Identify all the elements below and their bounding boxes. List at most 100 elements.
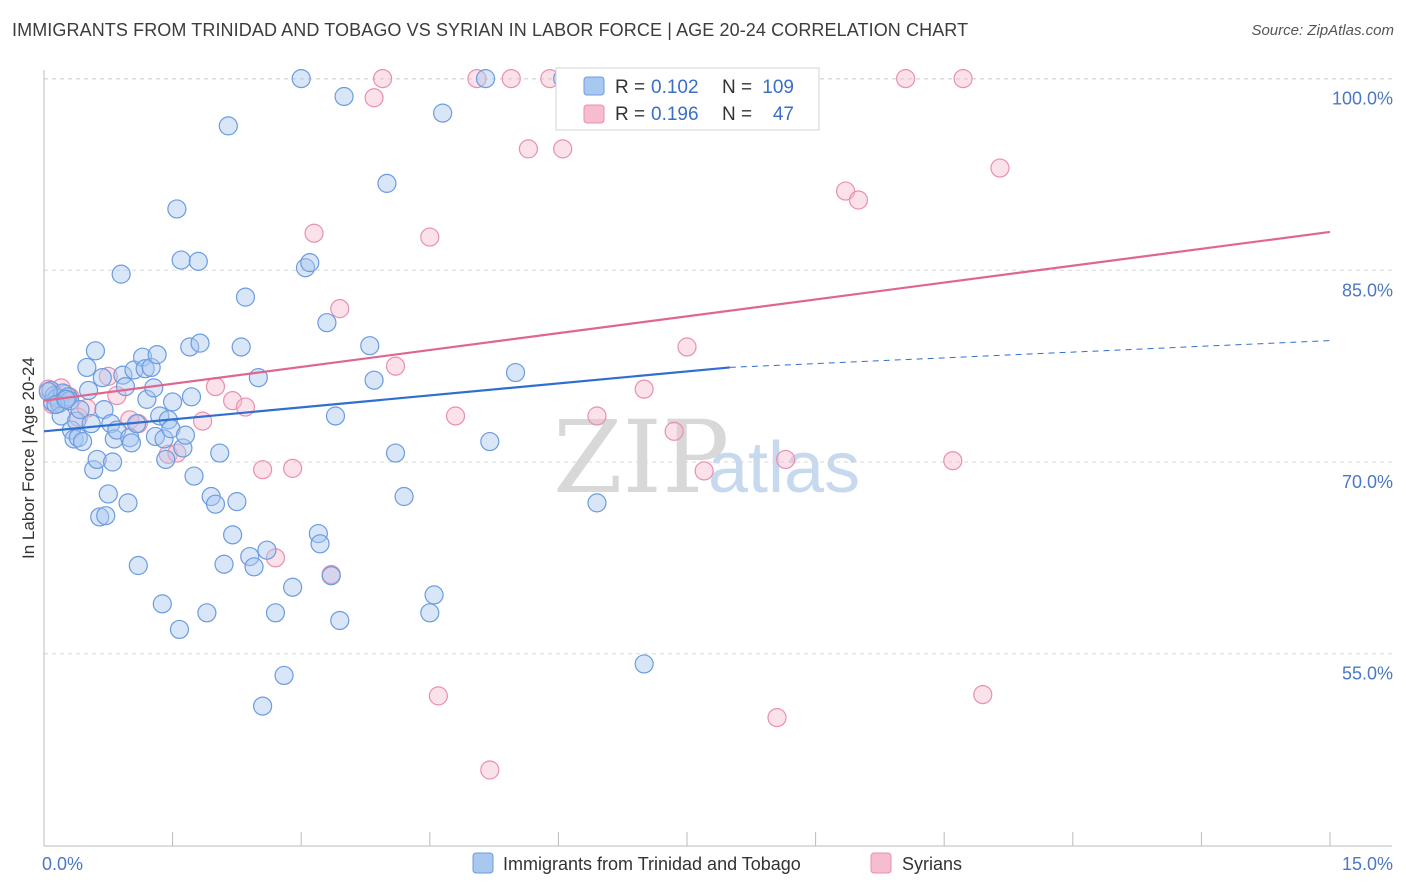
point-syrian-26 [420, 227, 440, 247]
legend-r-label-blue: R = [615, 77, 645, 98]
point-trinidad-87 [317, 313, 337, 333]
point-trinidad-58 [175, 425, 196, 445]
point-trinidad-39 [128, 555, 148, 576]
y-tick-label-0: 55.0% [1342, 664, 1393, 684]
y-tick-label-3: 100.0% [1332, 89, 1393, 109]
point-trinidad-67 [210, 443, 230, 463]
point-trinidad-77 [253, 696, 273, 716]
point-trinidad-79 [265, 603, 286, 623]
point-trinidad-84 [300, 253, 320, 273]
chart-source: Source: ZipAtlas.com [1251, 22, 1394, 39]
point-trinidad-21 [87, 449, 107, 470]
watermark: ZIP atlas [553, 399, 860, 516]
point-syrian-35 [587, 406, 607, 426]
point-trinidad-54 [167, 199, 187, 219]
x-tick-min: 0.0% [42, 854, 83, 874]
legend-n-value-blue: 109 [762, 77, 794, 98]
trend-line-trinidad [43, 366, 730, 433]
point-trinidad-86 [310, 534, 330, 554]
point-syrian-41 [767, 707, 787, 728]
bottom-legend: Immigrants from Trinidad and Tobago Syri… [472, 852, 962, 874]
trend-line-trinidad-extension [729, 340, 1331, 368]
point-trinidad-46 [147, 345, 167, 365]
point-trinidad-49 [154, 429, 174, 449]
point-syrian-20 [304, 223, 324, 243]
point-syrian-30 [480, 760, 500, 780]
point-trinidad-78 [257, 540, 277, 560]
point-trinidad-32 [113, 365, 133, 385]
point-trinidad-34 [118, 493, 138, 513]
trend-lines [43, 230, 1331, 433]
point-trinidad-16 [77, 357, 97, 378]
point-syrian-46 [943, 451, 963, 471]
point-syrian-37 [634, 379, 654, 399]
legend-r-value-blue: 0.102 [651, 77, 699, 98]
point-trinidad-91 [334, 86, 354, 107]
point-trinidad-95 [385, 443, 406, 463]
point-syrian-39 [677, 337, 697, 357]
point-syrian-27 [428, 686, 448, 706]
point-trinidad-75 [244, 557, 264, 577]
legend-r-value-pink: 0.196 [651, 104, 699, 125]
y-tick-label-2: 85.0% [1342, 280, 1393, 300]
point-trinidad-25 [96, 506, 116, 526]
point-trinidad-48 [152, 594, 172, 614]
point-syrian-44 [848, 190, 869, 210]
point-trinidad-94 [377, 173, 397, 193]
point-syrian-14 [205, 376, 226, 397]
point-trinidad-90 [330, 610, 350, 631]
point-syrian-49 [990, 158, 1010, 178]
chart-title: IMMIGRANTS FROM TRINIDAD AND TOBAGO VS S… [12, 20, 969, 40]
point-syrian-45 [896, 68, 916, 89]
point-trinidad-61 [184, 466, 204, 486]
point-trinidad-80 [274, 665, 294, 686]
point-trinidad-36 [121, 433, 142, 453]
point-trinidad-64 [197, 603, 217, 623]
point-trinidad-99 [433, 103, 453, 123]
point-syrian-19 [283, 458, 303, 478]
point-syrian-28 [445, 406, 466, 426]
point-trinidad-33 [115, 376, 136, 397]
data-points [38, 68, 1010, 780]
point-syrian-13 [193, 411, 213, 431]
point-trinidad-20 [85, 341, 106, 361]
point-trinidad-102 [505, 362, 526, 383]
bottom-legend-swatch-pink [870, 852, 892, 874]
y-tick-label-1: 70.0% [1342, 472, 1393, 492]
point-syrian-47 [973, 684, 993, 705]
y-axis-label: In Labor Force | Age 20-24 [19, 357, 38, 559]
bottom-legend-label-pink: Syrians [902, 854, 962, 874]
point-trinidad-28 [102, 452, 123, 472]
point-trinidad-55 [169, 619, 190, 640]
point-syrian-32 [518, 139, 538, 159]
point-trinidad-19 [84, 460, 104, 480]
legend-swatch-pink [583, 104, 605, 124]
point-syrian-22 [330, 299, 350, 319]
point-trinidad-81 [283, 577, 303, 597]
legend-r-label-pink: R = [615, 104, 645, 125]
point-trinidad-104 [587, 493, 607, 513]
point-syrian-38 [664, 421, 684, 441]
point-trinidad-88 [321, 566, 341, 586]
point-syrian-12 [167, 443, 187, 463]
point-trinidad-71 [227, 492, 247, 512]
point-trinidad-97 [420, 603, 440, 623]
point-trinidad-89 [325, 406, 346, 426]
point-trinidad-70 [223, 525, 243, 545]
point-trinidad-93 [364, 370, 384, 390]
point-trinidad-12 [66, 411, 87, 431]
point-trinidad-69 [218, 116, 238, 136]
y-tick-labels: 55.0% 70.0% 85.0% 100.0% [1332, 89, 1393, 684]
point-syrian-17 [253, 460, 273, 480]
point-trinidad-60 [181, 387, 202, 407]
point-trinidad-66 [205, 494, 226, 514]
point-trinidad-41 [135, 359, 155, 379]
x-tick-max: 15.0% [1342, 854, 1393, 874]
point-trinidad-74 [240, 546, 260, 567]
point-trinidad-15 [72, 431, 93, 452]
point-syrian-24 [373, 68, 393, 89]
point-trinidad-63 [190, 333, 210, 353]
point-trinidad-82 [291, 68, 311, 89]
point-trinidad-14 [70, 400, 90, 420]
